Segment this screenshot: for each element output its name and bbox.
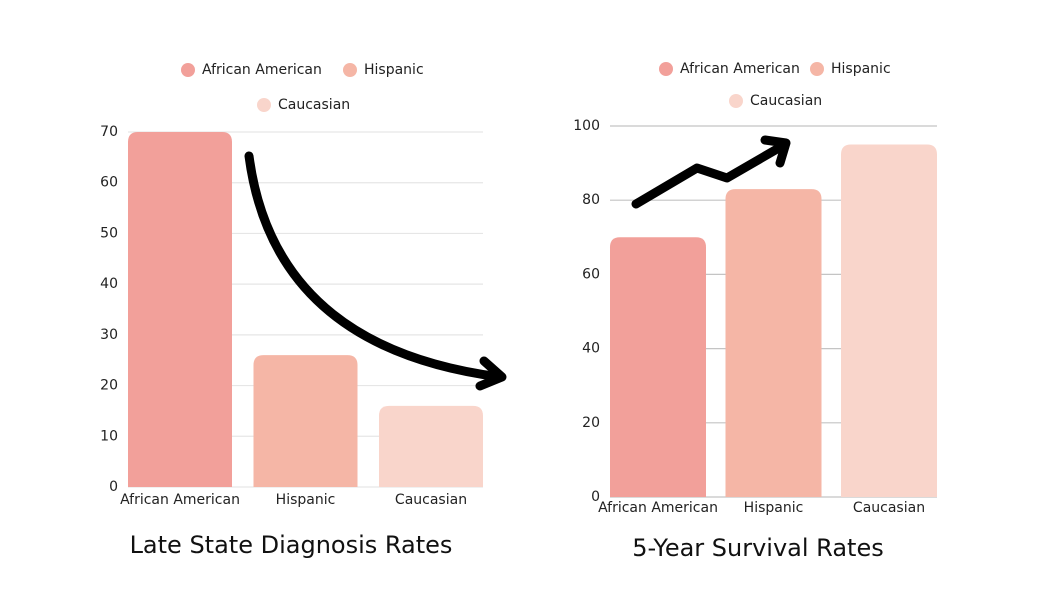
x-tick-label: Caucasian <box>395 492 467 508</box>
bar <box>253 355 358 487</box>
legend-label: Caucasian <box>750 93 822 109</box>
legend-label: Caucasian <box>278 97 350 113</box>
legend-label: Hispanic <box>831 61 891 77</box>
y-tick-label: 100 <box>573 118 600 134</box>
bar <box>128 132 232 487</box>
x-tick-label: African American <box>598 500 718 516</box>
x-tick-label: Caucasian <box>853 500 925 516</box>
y-tick-label: 40 <box>100 276 118 292</box>
zigzag-arrow <box>631 140 789 209</box>
charts: 0 10 20 30 40 50 60 70 African American African A… <box>100 61 937 562</box>
bar <box>610 237 706 498</box>
y-tick-label: 30 <box>100 327 118 343</box>
chart-title: 5-Year Survival Rates <box>632 534 883 562</box>
y-tick-label: 70 <box>100 124 118 140</box>
legend-label: African American <box>202 62 322 78</box>
bar <box>841 144 937 498</box>
legend-marker <box>257 98 271 112</box>
legend-label: African American <box>680 61 800 77</box>
chart-title: Late State Diagnosis Rates <box>130 531 453 559</box>
bar <box>379 405 483 487</box>
legend-marker <box>343 63 357 77</box>
x-tick-label: African American <box>120 492 240 508</box>
legend-label: Hispanic <box>364 62 424 78</box>
y-tick-label: 50 <box>100 225 118 241</box>
legend-marker <box>181 63 195 77</box>
legend-marker <box>810 62 824 76</box>
curved-arrow <box>244 151 505 382</box>
bar <box>725 189 822 497</box>
y-tick-label: 60 <box>582 266 600 282</box>
y-tick-label: 60 <box>100 175 118 191</box>
y-tick-label: 20 <box>582 415 600 431</box>
decor-arrows <box>244 135 791 391</box>
legend-marker <box>659 62 673 76</box>
legend-marker <box>729 94 743 108</box>
y-tick-label: 40 <box>582 341 600 357</box>
x-tick-label: Hispanic <box>276 492 336 508</box>
y-tick-label: 0 <box>109 479 118 495</box>
arrow-head <box>475 356 507 391</box>
y-tick-label: 20 <box>100 378 118 394</box>
arrow-head <box>760 135 791 168</box>
y-tick-label: 80 <box>582 192 600 208</box>
y-tick-label: 10 <box>100 428 118 444</box>
y-tick-label: 0 <box>591 489 600 505</box>
x-tick-label: Hispanic <box>744 500 804 516</box>
